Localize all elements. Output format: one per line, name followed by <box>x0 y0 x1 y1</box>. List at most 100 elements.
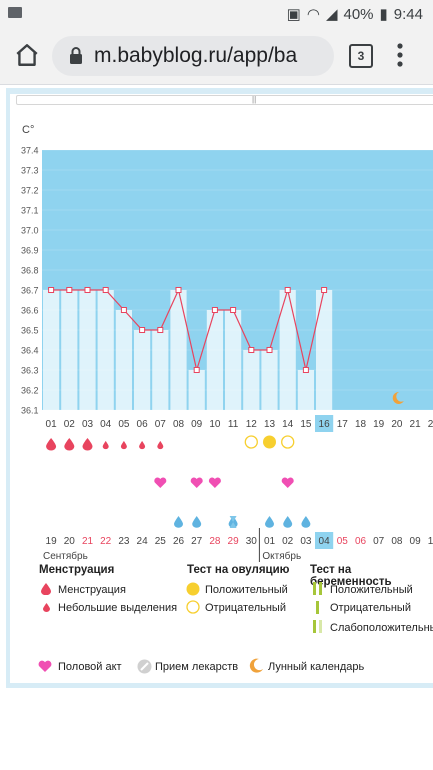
date-label: 01 <box>264 536 276 547</box>
signal-icon: ◢ <box>325 6 338 23</box>
cycle-day-label: 10 <box>209 419 221 430</box>
cycle-day-label: 01 <box>46 419 58 430</box>
clock: 9:44 <box>393 5 423 23</box>
cycle-day-label: 05 <box>118 419 130 430</box>
moon-icon <box>392 391 404 404</box>
ovulation-negative-icon <box>244 435 258 449</box>
legend-medication: Прием лекарств <box>155 661 239 673</box>
cycle-day-label: 17 <box>337 419 349 430</box>
battery-icon: ▮ <box>379 6 388 23</box>
intercourse-heart-icon <box>190 477 203 488</box>
legend-lunar-calendar: Лунный календарь <box>268 661 365 673</box>
temperature-column <box>115 310 132 410</box>
more-options-icon[interactable] <box>396 42 404 68</box>
home-icon[interactable] <box>14 42 40 68</box>
temperature-point <box>266 347 273 353</box>
cycle-day-label: 22 <box>428 419 433 430</box>
temperature-column <box>61 290 78 410</box>
spotting-drop-icon <box>102 441 109 450</box>
legend-menstruation-title: Менструация <box>39 564 115 576</box>
date-label: 03 <box>300 536 312 547</box>
y-tick-label: 36.7 <box>21 286 39 296</box>
y-tick-label: 36.6 <box>21 306 39 316</box>
temperature-point <box>48 287 55 293</box>
y-tick-label: 37.2 <box>21 186 39 196</box>
intercourse-heart-icon <box>281 477 294 488</box>
cycle-day-label: 09 <box>191 419 203 430</box>
cycle-day-label: 02 <box>64 419 76 430</box>
temperature-column <box>206 310 223 410</box>
hourglass-icon <box>229 516 237 528</box>
status-bar: ▣ ◠ ◢ 40% ▮ 9:44 <box>0 0 433 28</box>
y-tick-label: 36.8 <box>21 266 39 276</box>
legend-pregnancy-positive: Положительный <box>330 584 413 596</box>
temperature-point <box>84 287 91 293</box>
lock-icon <box>70 47 82 64</box>
date-label: 21 <box>82 536 94 547</box>
temperature-column <box>134 330 151 410</box>
y-tick-label: 36.5 <box>21 326 39 336</box>
date-label: 04 <box>319 536 331 547</box>
cycle-day-label: 18 <box>355 419 367 430</box>
plot-area: 37.4 37.3 37.2 37.1 37.0 36.9 36.8 36.7 36.6 36.5… <box>21 146 433 562</box>
status-icons: ▣ ◠ ◢ 40% ▮ 9:44 <box>287 5 423 24</box>
menstruation-drop-icon <box>41 583 51 595</box>
cycle-day-label: 14 <box>282 419 294 430</box>
date-label: 19 <box>46 536 58 547</box>
temperature-column <box>279 290 296 410</box>
temperature-point <box>66 287 73 293</box>
cycle-day-label: 08 <box>173 419 185 430</box>
spotting-drop-icon <box>120 441 127 450</box>
temperature-column <box>225 310 242 410</box>
cycle-day-label: 07 <box>155 419 167 430</box>
date-label: 30 <box>246 536 258 547</box>
temperature-point <box>302 367 309 373</box>
date-label: 05 <box>337 536 349 547</box>
date-label: 10 <box>428 536 433 547</box>
fluid-drop-icon <box>283 516 293 528</box>
temperature-point <box>248 347 255 353</box>
bbt-chart: C° 37.437.337.237.137.036.936.836.736.63… <box>21 124 433 562</box>
temperature-column <box>297 370 314 410</box>
cycle-day-label: 06 <box>137 419 149 430</box>
date-label: 24 <box>137 536 149 547</box>
date-label: 29 <box>228 536 240 547</box>
date-label: 23 <box>118 536 130 547</box>
legend-pregnancy-weak: Слабоположительный <box>330 622 433 634</box>
notification-icon <box>8 7 22 18</box>
cycle-day-label: 16 <box>319 419 331 430</box>
intercourse-heart-icon <box>38 660 52 672</box>
y-tick-label: 37.1 <box>21 206 39 216</box>
month-label-september: Сентябрь <box>43 550 88 562</box>
spotting-drop-icon <box>139 441 146 450</box>
date-label: 02 <box>282 536 294 547</box>
intercourse-heart-icon <box>208 477 221 488</box>
cycle-day-label: 15 <box>300 419 312 430</box>
temperature-point <box>321 287 328 293</box>
date-label: 20 <box>64 536 76 547</box>
pregnancy-negative-icon <box>316 601 319 614</box>
address-bar[interactable]: m.babyblog.ru/app/ba <box>52 36 334 76</box>
menstruation-drop-icon <box>46 438 57 451</box>
temperature-point <box>211 307 218 313</box>
intercourse-heart-icon <box>154 477 167 488</box>
temperature-point <box>175 287 182 293</box>
temperature-column <box>243 350 260 410</box>
temperature-point <box>284 287 291 293</box>
temperature-column <box>152 330 169 410</box>
temperature-column <box>170 290 187 410</box>
date-label: 25 <box>155 536 167 547</box>
y-tick-label: 37.4 <box>21 146 39 156</box>
scrollbar-grip-icon[interactable]: || <box>252 95 257 104</box>
tab-switcher-button[interactable]: 3 <box>349 44 373 68</box>
month-label-october: Октябрь <box>262 550 301 562</box>
browser-toolbar: m.babyblog.ru/app/ba 3 <box>0 28 433 85</box>
wifi-icon: ◠ <box>306 6 320 23</box>
horizontal-scrollbar[interactable] <box>16 95 433 105</box>
cycle-day-label: 12 <box>246 419 258 430</box>
legend-ovulation-negative: Отрицательный <box>205 602 286 614</box>
date-label: 07 <box>373 536 385 547</box>
temperature-point <box>139 327 146 333</box>
moon-icon <box>249 658 263 673</box>
legend-ovulation-title: Тест на овуляцию <box>187 564 290 576</box>
